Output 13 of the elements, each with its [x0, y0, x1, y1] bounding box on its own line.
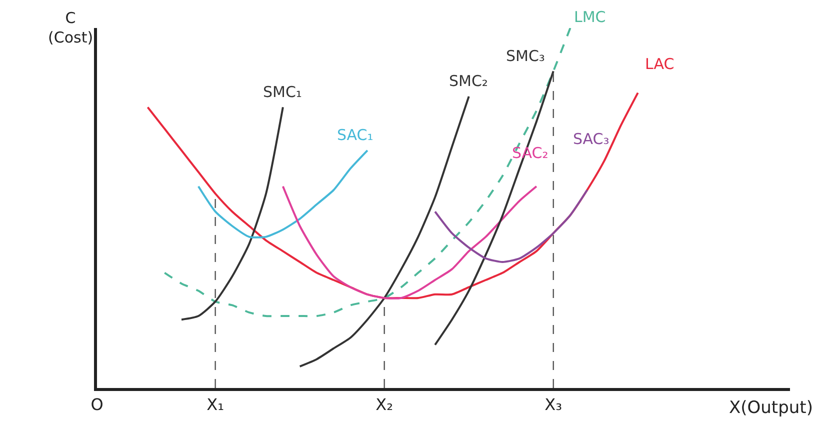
series-label: LMC	[574, 8, 606, 26]
x-axis-title: X(Output)	[729, 398, 813, 418]
series-label: SAC₁	[337, 126, 374, 144]
x-tick-label: X₃	[544, 395, 562, 414]
x-tick-label: X₁	[206, 395, 224, 414]
x-tick-label: X₂	[376, 395, 394, 414]
series-label: SMC₁	[263, 83, 302, 101]
text: SAC₃	[573, 130, 610, 148]
y-axis-title: C (Cost)	[48, 9, 94, 46]
series-label: SMC₃	[506, 47, 545, 65]
series-label: SMC₂	[449, 72, 488, 90]
series-label: LAC	[645, 55, 674, 73]
x-tick-label: O	[90, 395, 104, 414]
